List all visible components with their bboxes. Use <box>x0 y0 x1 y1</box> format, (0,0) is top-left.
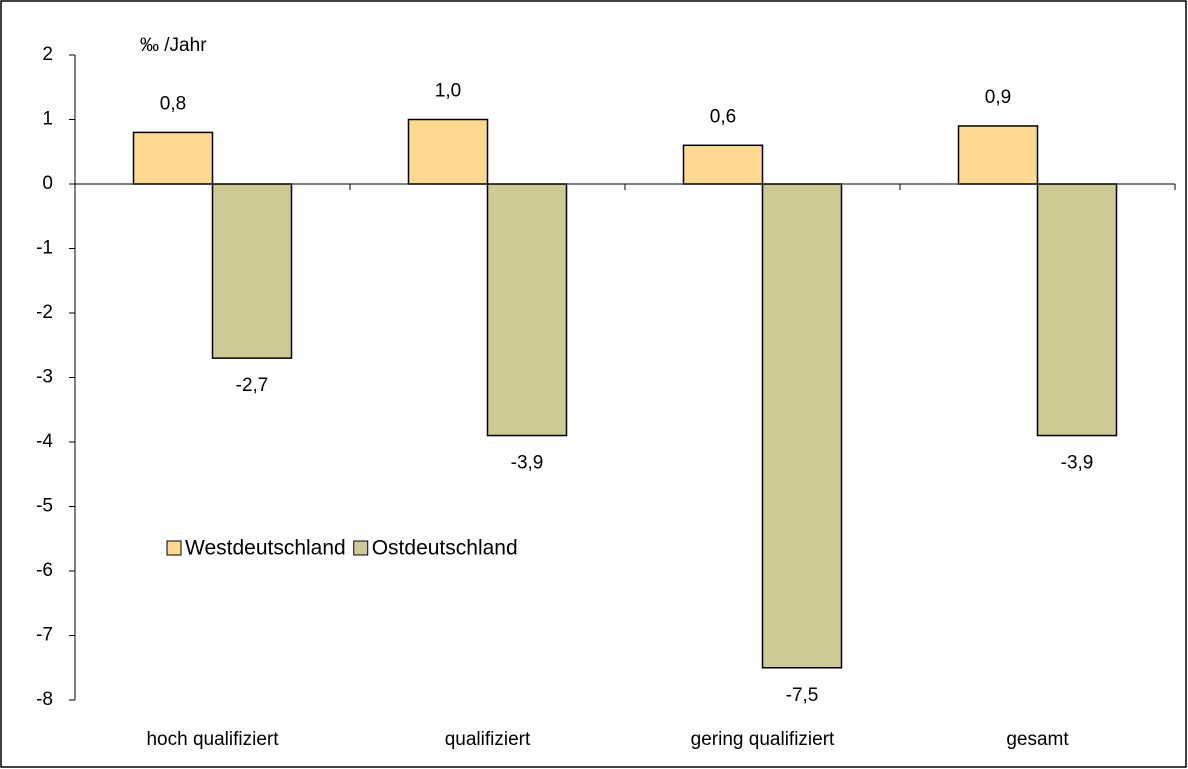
data-label: 0,6 <box>710 106 736 127</box>
data-label: -3,9 <box>511 453 544 474</box>
data-label: 0,8 <box>160 93 186 114</box>
y-tick-label: -3 <box>36 367 53 388</box>
data-label: -2,7 <box>236 375 269 396</box>
bar <box>211 183 293 359</box>
y-tick-label: -7 <box>36 625 53 646</box>
bar <box>957 125 1039 185</box>
y-tick-label: -4 <box>36 431 53 452</box>
legend-label: Westdeutschland <box>185 537 346 560</box>
bar <box>761 183 843 669</box>
bar <box>407 118 489 185</box>
data-label: 0,9 <box>985 87 1011 108</box>
y-axis-unit: ‰ /Jahr <box>140 35 207 56</box>
y-tick-label: -1 <box>36 238 53 259</box>
y-tick-label: -8 <box>36 689 53 710</box>
legend-swatch <box>166 540 182 556</box>
y-tick-label: -2 <box>36 302 53 323</box>
x-tick-label: gering qualifiziert <box>691 729 835 750</box>
x-tick-label: gesamt <box>1006 729 1069 750</box>
bar <box>1036 183 1118 437</box>
data-label: -3,9 <box>1061 453 1094 474</box>
bar <box>132 131 214 185</box>
legend-label: Ostdeutschland <box>372 537 518 560</box>
data-label: -7,5 <box>786 685 819 706</box>
y-tick-label: 1 <box>42 109 53 130</box>
bar <box>486 183 568 437</box>
x-tick-label: qualifiziert <box>445 729 531 750</box>
y-tick-label: -6 <box>36 560 53 581</box>
legend-swatch <box>353 540 369 556</box>
y-tick-label: -5 <box>36 496 53 517</box>
x-tick-label: hoch qualifiziert <box>146 729 279 750</box>
bar <box>682 144 764 185</box>
y-tick-label: 0 <box>42 173 53 194</box>
y-tick-label: 2 <box>42 44 53 65</box>
data-label: 1,0 <box>435 81 461 102</box>
